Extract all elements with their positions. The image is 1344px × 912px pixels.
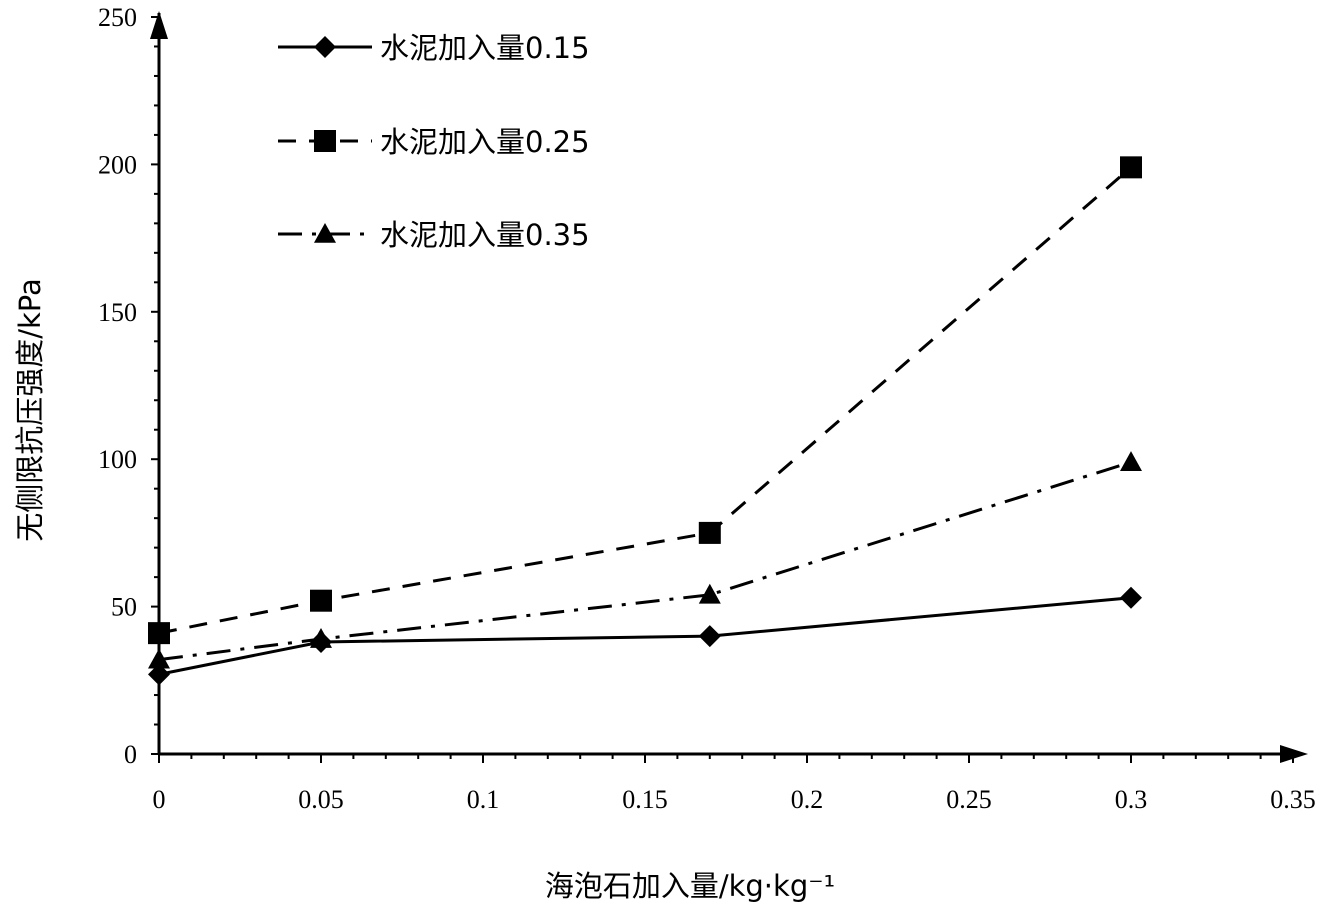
diamond-marker: [698, 625, 721, 648]
series-3: [148, 451, 1142, 669]
x-tick-label: 0.1: [467, 785, 500, 814]
tick-labels: 0 50 100 150 200 250 0 0.05 0.1 0.15 0.2 0.25 0.3 0.3…: [98, 3, 1316, 814]
square-marker: [148, 622, 170, 645]
series-line: [158, 596, 1132, 676]
y-tick-label: 50: [111, 593, 137, 622]
x-tick-label: 0: [153, 785, 166, 814]
x-tick-label: 0.3: [1115, 785, 1148, 814]
diamond-marker: [314, 36, 336, 58]
legend-label: 水泥加入量0.35: [380, 218, 590, 252]
series-2: [148, 156, 1142, 645]
y-tick-label: 100: [98, 445, 137, 474]
triangle-marker: [314, 223, 336, 243]
x-tick-label: 0.05: [298, 785, 344, 814]
square-marker: [314, 130, 336, 152]
x-tick-label: 0.35: [1270, 785, 1316, 814]
legend-item-2: 水泥加入量0.25: [278, 125, 590, 159]
y-tick-label: 0: [124, 740, 137, 769]
diamond-marker: [1120, 586, 1142, 609]
x-axis-title: 海泡石加入量/kg·kg⁻¹: [545, 869, 835, 903]
y-tick-label: 200: [98, 150, 137, 179]
triangle-marker: [148, 648, 170, 669]
diamond-marker: [148, 663, 170, 686]
x-tick-label: 0.15: [622, 785, 668, 814]
square-marker: [698, 521, 721, 544]
legend-label: 水泥加入量0.15: [380, 31, 590, 65]
legend-item-3: 水泥加入量0.35: [278, 218, 590, 252]
legend-label: 水泥加入量0.25: [380, 125, 590, 159]
square-marker: [310, 589, 332, 612]
series-line: [158, 460, 1132, 662]
series-layer: [148, 156, 1142, 686]
y-tick-label: 150: [98, 298, 137, 327]
legend: 水泥加入量0.15 水泥加入量0.25 水泥加入量0.35: [278, 31, 590, 252]
x-tick-label: 0.2: [791, 785, 824, 814]
series-line: [158, 166, 1132, 635]
y-axis-arrow: [150, 11, 168, 39]
legend-item-1: 水泥加入量0.15: [278, 31, 590, 65]
y-tick-label: 250: [98, 3, 137, 32]
triangle-marker: [698, 583, 721, 604]
triangle-marker: [1120, 451, 1142, 471]
x-tick-label: 0.25: [946, 785, 992, 814]
triangle-marker: [310, 628, 332, 648]
square-marker: [1120, 156, 1142, 179]
y-axis-title: 无侧限抗压强度/kPa: [13, 278, 47, 542]
